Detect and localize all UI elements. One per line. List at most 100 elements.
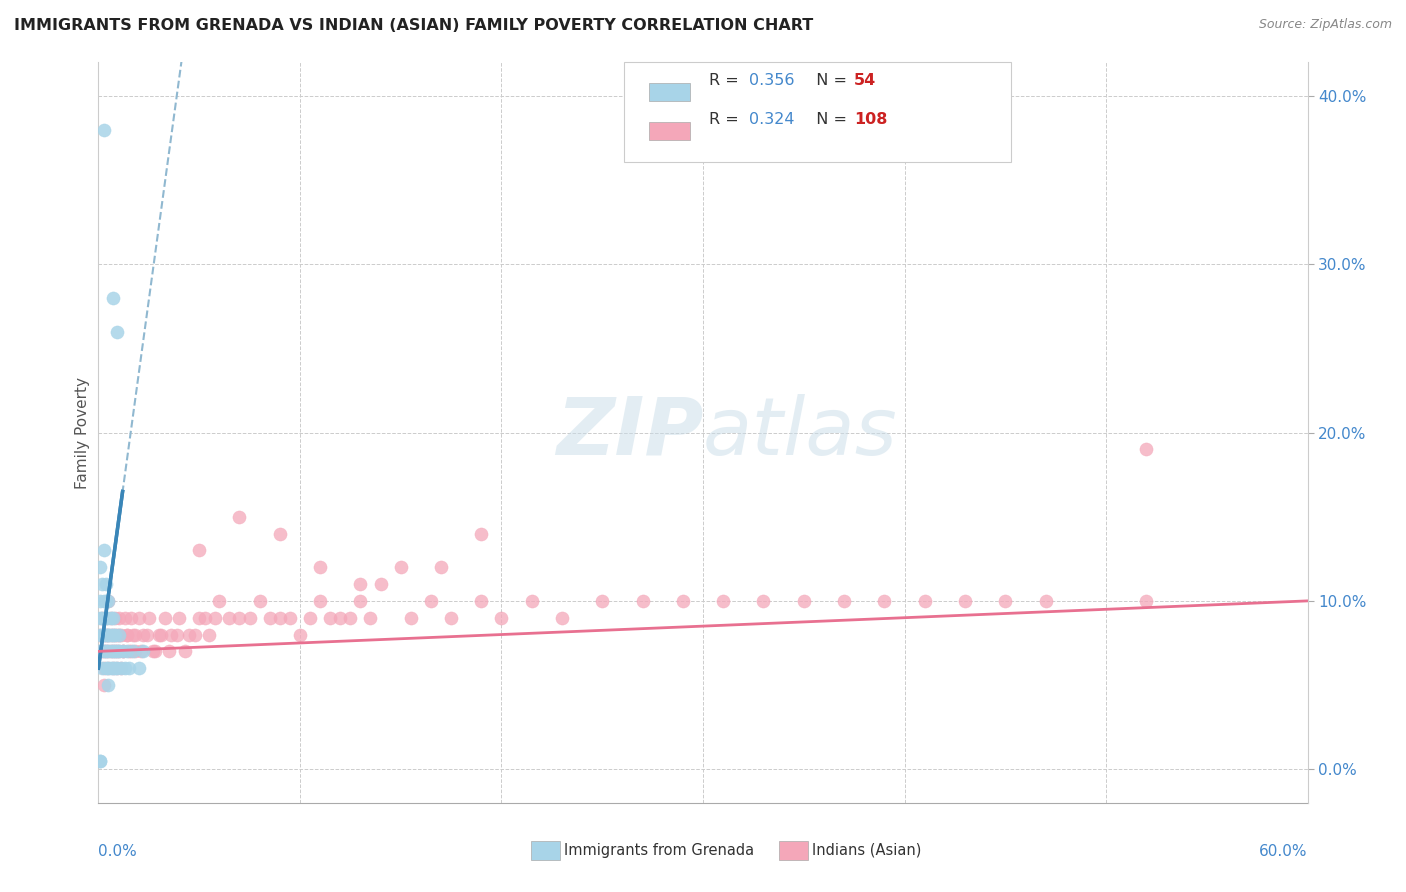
Point: [711, 594, 734, 608]
Point: [107, 644, 129, 658]
Point: [793, 594, 815, 608]
Point: [96, 610, 118, 624]
Point: [89, 610, 111, 624]
Point: [138, 610, 160, 624]
Point: [96, 644, 118, 658]
Point: [100, 627, 122, 641]
Point: [167, 610, 190, 624]
Point: [89, 754, 111, 768]
Point: [97, 627, 120, 641]
Point: [93, 678, 115, 692]
Point: [111, 644, 134, 658]
Point: [148, 627, 170, 641]
Point: [101, 291, 124, 305]
Point: [96, 577, 118, 591]
Point: [93, 627, 115, 641]
Point: [93, 594, 115, 608]
Point: [97, 627, 120, 641]
Point: [440, 610, 463, 624]
Point: [349, 594, 371, 608]
Point: [96, 594, 118, 608]
Point: [166, 627, 188, 641]
Point: [107, 644, 129, 658]
FancyBboxPatch shape: [779, 840, 808, 860]
Point: [89, 594, 111, 608]
Point: [118, 661, 141, 675]
Point: [107, 610, 129, 624]
Point: [105, 325, 128, 339]
Point: [228, 509, 250, 524]
Point: [91, 627, 114, 641]
Point: [329, 610, 352, 624]
Text: 0.356: 0.356: [749, 73, 794, 88]
Point: [204, 610, 226, 624]
Point: [101, 610, 124, 624]
Text: N =: N =: [806, 112, 852, 128]
Point: [101, 644, 124, 658]
Point: [239, 610, 262, 624]
Point: [420, 594, 443, 608]
Point: [132, 644, 155, 658]
Point: [288, 627, 311, 641]
Point: [105, 627, 128, 641]
Point: [97, 610, 120, 624]
Point: [135, 627, 157, 641]
Point: [278, 610, 301, 624]
Point: [97, 678, 120, 692]
Point: [100, 661, 122, 675]
Point: [153, 610, 176, 624]
Point: [914, 594, 936, 608]
Text: 54: 54: [855, 73, 876, 88]
Point: [101, 627, 124, 641]
Point: [115, 644, 138, 658]
Point: [97, 594, 120, 608]
Text: N =: N =: [806, 73, 852, 88]
Point: [470, 526, 492, 541]
Point: [994, 594, 1017, 608]
Point: [97, 627, 120, 641]
Text: Immigrants from Grenada: Immigrants from Grenada: [564, 843, 754, 858]
Point: [103, 661, 125, 675]
Point: [1135, 442, 1157, 457]
Point: [430, 560, 453, 574]
Y-axis label: Family Poverty: Family Poverty: [75, 376, 90, 489]
Point: [121, 627, 143, 641]
Point: [93, 644, 115, 658]
Point: [194, 610, 217, 624]
Point: [120, 644, 142, 658]
FancyBboxPatch shape: [624, 62, 1011, 162]
Point: [188, 610, 211, 624]
Point: [208, 594, 231, 608]
Point: [105, 661, 128, 675]
Text: ZIP: ZIP: [555, 393, 703, 472]
Point: [873, 594, 896, 608]
Point: [103, 644, 125, 658]
Point: [91, 577, 114, 591]
Text: 0.324: 0.324: [749, 112, 794, 128]
Point: [832, 594, 855, 608]
Point: [269, 526, 291, 541]
Text: 108: 108: [855, 112, 887, 128]
Point: [89, 560, 111, 574]
Point: [93, 644, 115, 658]
Point: [107, 627, 129, 641]
Point: [110, 661, 132, 675]
Point: [103, 644, 125, 658]
Point: [114, 661, 136, 675]
Point: [101, 661, 124, 675]
Point: [107, 627, 129, 641]
Point: [118, 644, 141, 658]
Point: [96, 644, 118, 658]
Point: [129, 644, 152, 658]
Point: [105, 644, 128, 658]
Point: [631, 594, 654, 608]
Point: [103, 610, 125, 624]
Point: [128, 610, 150, 624]
Point: [953, 594, 976, 608]
Point: [96, 627, 118, 641]
Point: [101, 644, 124, 658]
Text: R =: R =: [709, 112, 744, 128]
Point: [114, 610, 136, 624]
Point: [89, 644, 111, 658]
Point: [100, 644, 122, 658]
